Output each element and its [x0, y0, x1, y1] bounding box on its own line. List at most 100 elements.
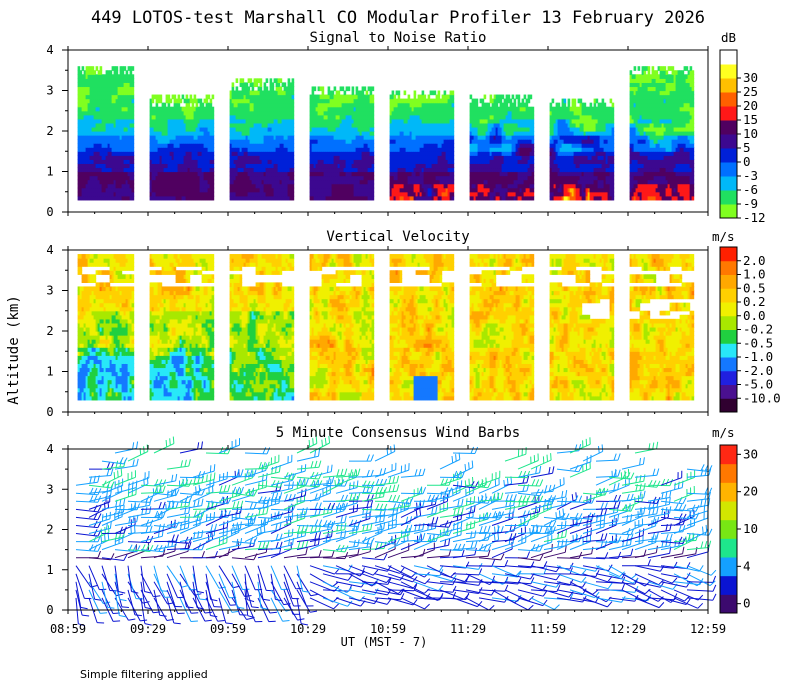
heatmap-cell — [167, 94, 171, 100]
heatmap-cell — [237, 118, 241, 124]
heatmap-cell — [83, 155, 87, 160]
heatmap-cell — [121, 94, 125, 100]
heatmap-cell — [179, 179, 183, 185]
heatmap-cell — [267, 90, 271, 96]
heatmap-cell — [175, 175, 179, 181]
heatmap-cell — [161, 171, 165, 177]
heatmap-cell — [81, 195, 85, 201]
heatmap-cell — [253, 110, 257, 116]
heatmap-cell — [263, 122, 267, 128]
heatmap-cell — [249, 114, 253, 120]
heatmap-cell — [281, 126, 285, 132]
heatmap-cell — [317, 122, 321, 128]
heatmap-cell — [251, 122, 255, 128]
heatmap-cell — [91, 126, 95, 132]
heatmap-cell — [171, 191, 175, 197]
heatmap-cell — [259, 147, 263, 152]
heatmap-cell — [183, 191, 187, 197]
heatmap-cell — [233, 155, 237, 160]
heatmap-cell — [245, 114, 249, 120]
heatmap-cell — [283, 114, 287, 120]
heatmap-cell — [111, 195, 115, 201]
heatmap-cell — [173, 151, 177, 156]
heatmap-cell — [281, 159, 285, 164]
heatmap-cell — [209, 151, 213, 156]
heatmap-cell — [109, 86, 113, 92]
heatmap-cell — [181, 118, 185, 124]
heatmap-cell — [101, 163, 105, 169]
heatmap-cell — [323, 191, 327, 197]
heatmap-cell — [117, 183, 121, 189]
heatmap-cell — [209, 110, 213, 116]
heatmap-cell — [79, 126, 83, 132]
heatmap-cell — [245, 151, 249, 156]
heatmap-cell — [153, 131, 157, 136]
heatmap-cell — [191, 183, 195, 189]
heatmap-cell — [231, 187, 235, 193]
heatmap-cell — [107, 191, 111, 197]
heatmap-cell — [111, 82, 115, 88]
heatmap-cell — [183, 135, 187, 140]
heatmap-cell — [513, 102, 517, 108]
heatmap-cell — [81, 155, 85, 160]
heatmap-cell — [371, 183, 375, 189]
heatmap-cell — [149, 139, 153, 144]
heatmap-cell — [251, 106, 255, 112]
heatmap-cell — [191, 106, 195, 112]
heatmap-cell — [103, 118, 107, 124]
heatmap-cell — [261, 171, 265, 177]
heatmap-cell — [451, 187, 455, 193]
heatmap-cell — [107, 118, 111, 124]
heatmap-cell — [171, 175, 175, 181]
heatmap-cell — [319, 167, 323, 173]
heatmap-cell — [103, 102, 107, 108]
heatmap-cell — [231, 163, 235, 169]
heatmap-cell — [159, 135, 163, 140]
heatmap-cell — [163, 183, 167, 189]
heatmap-cell — [99, 139, 103, 144]
heatmap-cell — [97, 106, 101, 112]
heatmap-cell — [199, 122, 203, 128]
heatmap-cell — [291, 131, 295, 136]
heatmap-cell — [193, 163, 197, 169]
heatmap-cell — [251, 151, 255, 156]
heatmap-cell — [109, 171, 113, 177]
heatmap-cell — [113, 139, 117, 144]
heatmap-cell — [173, 102, 177, 108]
heatmap-cell — [111, 94, 115, 100]
heatmap-cell — [313, 139, 317, 144]
heatmap-cell — [277, 179, 281, 185]
heatmap-cell — [203, 131, 207, 136]
heatmap-cell — [287, 195, 291, 201]
heatmap-cell — [205, 179, 209, 185]
heatmap-cell — [123, 102, 127, 108]
heatmap-cell — [121, 102, 125, 108]
heatmap-cell — [253, 139, 257, 144]
heatmap-cell — [103, 155, 107, 160]
heatmap-cell — [309, 151, 313, 156]
heatmap-cell — [103, 187, 107, 193]
heatmap-cell — [451, 191, 455, 197]
heatmap-cell — [187, 131, 191, 136]
heatmap-cell — [315, 167, 319, 173]
heatmap-cell — [271, 139, 275, 144]
heatmap-cell — [231, 131, 235, 136]
heatmap-cell — [105, 143, 109, 148]
heatmap-cell — [175, 155, 179, 160]
heatmap-cell — [285, 135, 289, 140]
heatmap-cell — [89, 70, 93, 75]
heatmap-cell — [257, 139, 261, 144]
heatmap-cell — [291, 195, 295, 201]
heatmap-cell — [193, 195, 197, 201]
heatmap-cell — [197, 122, 201, 128]
heatmap-cell — [101, 114, 105, 120]
heatmap-cell — [159, 183, 163, 189]
heatmap-cell — [283, 187, 287, 193]
heatmap-cell — [87, 155, 91, 160]
heatmap-cell — [323, 122, 327, 128]
heatmap-cell — [261, 187, 265, 193]
heatmap-cell — [101, 147, 105, 152]
heatmap-cell — [83, 74, 87, 79]
heatmap-cell — [289, 159, 293, 164]
heatmap-cell — [235, 143, 239, 148]
